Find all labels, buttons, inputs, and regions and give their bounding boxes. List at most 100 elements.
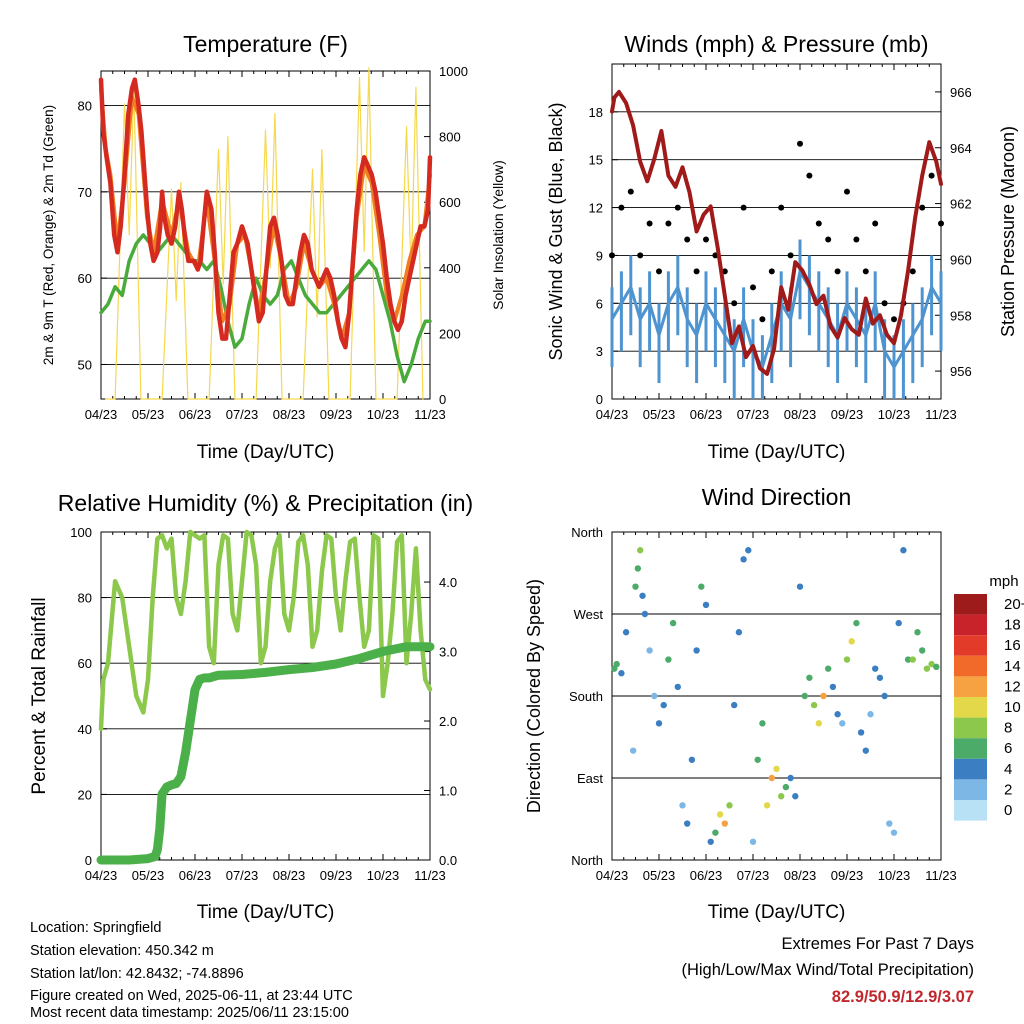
chart-title: Winds (mph) & Pressure (mb): [624, 31, 928, 57]
gust-point: [618, 204, 625, 211]
solar-insolation-line: [105, 67, 424, 400]
y-tick-label: West: [574, 607, 604, 622]
direction-point: [698, 583, 705, 590]
elevation-text: Station elevation: 450.342 m: [30, 943, 214, 959]
gust-point: [862, 268, 869, 275]
x-tick-label: 04/23: [596, 868, 629, 883]
direction-point: [801, 692, 808, 700]
legend-label: 6: [1004, 740, 1012, 757]
y2-tick-label: 3.0: [439, 645, 457, 660]
gust-point: [872, 220, 879, 227]
gust-point: [656, 268, 662, 275]
direction-point: [928, 660, 935, 668]
gust-point: [627, 188, 634, 195]
direction-point: [646, 647, 653, 654]
y-tick-label: 80: [78, 99, 92, 114]
direction-point: [707, 838, 714, 845]
created-text: Figure created on Wed, 2025-06-11, at 23…: [30, 988, 353, 1004]
gust-point: [778, 204, 785, 211]
gust-point: [806, 172, 813, 179]
y-tick-label: 15: [589, 153, 603, 168]
location-text: Location: Springfield: [30, 920, 162, 936]
legend-label: 14: [1004, 658, 1021, 675]
x-tick-label: 10/23: [878, 407, 911, 422]
y2-tick-label: 966: [950, 85, 972, 100]
legend-label: 20+: [1004, 596, 1024, 613]
direction-point: [853, 619, 860, 627]
direction-point: [726, 802, 733, 809]
legend-swatch: [954, 800, 987, 821]
gust-point: [665, 220, 672, 227]
y-tick-label: 12: [589, 201, 603, 216]
direction-point: [820, 692, 827, 700]
x-tick-label: 05/23: [132, 407, 165, 422]
direction-point: [740, 556, 747, 563]
gust-point: [909, 268, 916, 275]
direction-point: [933, 663, 940, 671]
x-tick-label: 10/23: [878, 868, 911, 883]
pressure-line: [610, 89, 943, 376]
x-tick-label: 06/23: [690, 868, 723, 883]
x-tick-label: 11/23: [925, 407, 957, 422]
x-axis-label: Time (Day/UTC): [197, 442, 335, 463]
y2-tick-label: 958: [950, 308, 972, 323]
legend-swatch: [954, 676, 987, 697]
extremes-values: 82.9/50.9/12.9/3.07: [831, 988, 974, 1006]
y-axis-label: Sonic Wind & Gust (Blue, Black): [546, 102, 566, 360]
x-tick-label: 10/23: [367, 868, 400, 883]
chart-title: Relative Humidity (%) & Precipitation (i…: [58, 490, 473, 516]
y-tick-label: 80: [78, 591, 92, 606]
direction-point: [684, 820, 691, 827]
x-tick-label: 07/23: [226, 407, 259, 422]
y-tick-label: 60: [78, 271, 92, 286]
x-tick-label: 10/23: [367, 407, 400, 422]
gust-point: [703, 236, 709, 243]
direction-point: [665, 656, 672, 663]
legend-swatch: [954, 655, 987, 677]
x-tick-label: 06/23: [179, 407, 212, 422]
direction-point: [810, 701, 818, 709]
x-tick-label: 05/23: [132, 868, 165, 883]
direction-point: [641, 610, 649, 618]
y-tick-label: 70: [78, 185, 92, 200]
y-axis-label: 2m & 9m T (Red, Orange) & 2m Td (Green): [41, 105, 56, 365]
direction-point: [679, 802, 686, 809]
y2-tick-label: 400: [439, 261, 461, 276]
direction-point: [669, 619, 677, 627]
direction-point: [778, 793, 785, 800]
gust-point: [928, 172, 935, 179]
x-tick-label: 08/23: [784, 407, 817, 422]
direction-point: [914, 629, 921, 636]
gust-point: [759, 316, 766, 323]
direction-point: [829, 683, 837, 691]
direction-point: [848, 638, 855, 645]
gust-point: [637, 252, 644, 259]
direction-point: [702, 601, 710, 609]
x-tick-label: 05/23: [643, 868, 676, 883]
gust-point: [853, 236, 860, 243]
direction-point: [721, 820, 728, 827]
gust-point: [674, 204, 681, 211]
legend-label: 16: [1004, 637, 1021, 654]
direction-point: [890, 829, 898, 836]
direction-point: [815, 720, 822, 727]
direction-point: [787, 774, 794, 782]
direction-point: [900, 547, 907, 554]
direction-point: [872, 665, 879, 672]
legend-label: 2: [1004, 781, 1012, 798]
gust-point: [881, 300, 888, 307]
direction-point: [716, 811, 724, 818]
direction-point: [876, 674, 884, 681]
gust-point: [693, 268, 700, 275]
legend-label: 0: [1004, 802, 1012, 819]
x-axis-label: Time (Day/UTC): [197, 902, 335, 923]
x-tick-label: 11/23: [925, 868, 957, 883]
y-tick-label: 6: [596, 296, 603, 311]
direction-point: [731, 701, 738, 709]
y-axis-label: Percent & Total Rainfall: [29, 597, 50, 794]
gust-point: [750, 284, 756, 291]
gust-point: [797, 140, 803, 147]
y-tick-label: 3: [596, 344, 603, 359]
x-tick-label: 08/23: [273, 407, 306, 422]
direction-point: [688, 756, 696, 763]
